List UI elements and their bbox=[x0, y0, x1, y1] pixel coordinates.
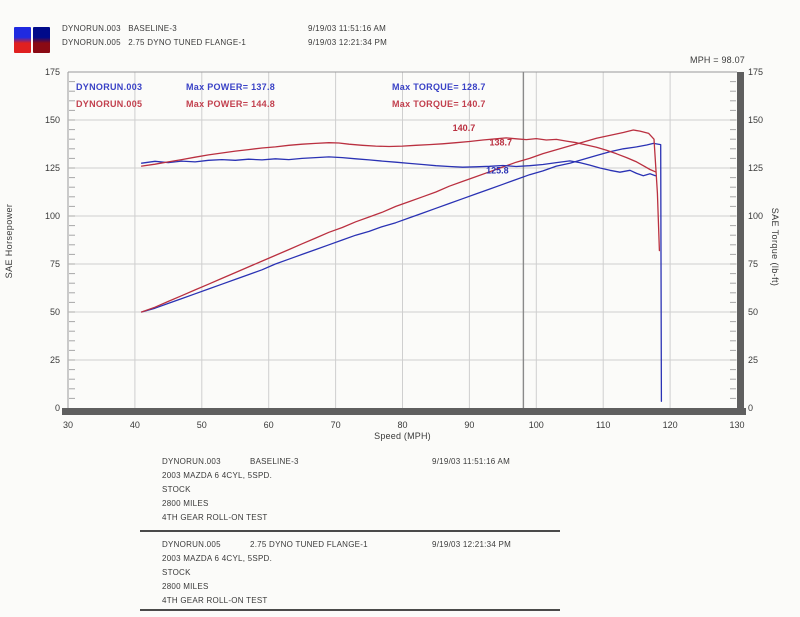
y-axis-tick-right: 125 bbox=[748, 163, 764, 173]
curve-value-label: 125.8 bbox=[486, 165, 509, 175]
y-axis-tick-left: 150 bbox=[44, 115, 60, 125]
curve-value-label: 138.7 bbox=[489, 138, 512, 148]
legend-run1-desc: BASELINE-3 bbox=[128, 24, 177, 33]
run1-color-swatch[interactable] bbox=[14, 27, 31, 53]
cursor-mph-readout: MPH = 98.07 bbox=[690, 55, 745, 65]
legend-run2: DYNORUN.005 2.75 DYNO TUNED FLANGE-1 bbox=[62, 38, 246, 47]
y-axis-tick-right: 75 bbox=[748, 259, 759, 269]
right-axis-title: SAE Torque (lb-ft) bbox=[770, 207, 780, 287]
annotation-run2-name: DYNORUN.005 bbox=[76, 99, 143, 109]
x-axis-tick: 70 bbox=[330, 420, 341, 430]
x-axis-tick: 60 bbox=[263, 420, 274, 430]
curve-2 bbox=[140, 156, 657, 177]
footer-run1-desc: BASELINE-3 bbox=[250, 457, 299, 466]
x-axis-title: Speed (MPH) bbox=[374, 431, 431, 441]
x-axis-tick: 120 bbox=[662, 420, 678, 430]
footer-run2-desc: 2.75 DYNO TUNED FLANGE-1 bbox=[250, 540, 368, 549]
left-axis-title: SAE Horsepower bbox=[4, 203, 14, 279]
y-axis-tick-right: 50 bbox=[748, 307, 759, 317]
y-axis-tick-right: 100 bbox=[748, 211, 764, 221]
curve-0 bbox=[140, 142, 663, 402]
y-axis-tick-left: 125 bbox=[44, 163, 60, 173]
footer-run2-mileage: 2800 MILES bbox=[162, 582, 209, 591]
footer-run2-name: DYNORUN.005 bbox=[162, 540, 221, 549]
y-axis-tick-right: 175 bbox=[748, 67, 764, 77]
x-axis-tick: 30 bbox=[62, 420, 73, 430]
footer-run2-vehicle: 2003 MAZDA 6 4CYL, 5SPD. bbox=[162, 554, 273, 563]
y-axis-tick-right: 0 bbox=[748, 403, 754, 413]
x-axis-tick: 90 bbox=[464, 420, 475, 430]
y-axis-tick-right: 150 bbox=[748, 115, 764, 125]
annotation-run2-max-torque: Max TORQUE= 140.7 bbox=[392, 99, 486, 109]
x-axis-tick: 50 bbox=[196, 420, 207, 430]
annotation-run1-name: DYNORUN.003 bbox=[76, 82, 143, 92]
legend-run1: DYNORUN.003 BASELINE-3 bbox=[62, 24, 177, 33]
footer-run1-test-type: 4TH GEAR ROLL-ON TEST bbox=[162, 513, 268, 522]
y-axis-tick-left: 0 bbox=[54, 403, 60, 413]
annotation-run2-max-power: Max POWER= 144.8 bbox=[186, 99, 276, 109]
y-axis-tick-left: 25 bbox=[49, 355, 60, 365]
legend-run2-timestamp: 9/19/03 12:21:34 PM bbox=[308, 38, 388, 47]
curve-value-label: 140.7 bbox=[453, 123, 476, 133]
annotation-run1-max-power: Max POWER= 137.8 bbox=[186, 82, 276, 92]
legend-run1-name: DYNORUN.003 bbox=[62, 24, 121, 33]
footer-run1-name: DYNORUN.003 bbox=[162, 457, 221, 466]
x-axis-bar bbox=[62, 408, 746, 415]
footer-separator-1 bbox=[140, 530, 560, 532]
footer-run1-vehicle: 2003 MAZDA 6 4CYL, 5SPD. bbox=[162, 471, 273, 480]
footer-run1-mileage: 2800 MILES bbox=[162, 499, 209, 508]
footer-run1-timestamp: 9/19/03 11:51:16 AM bbox=[432, 457, 510, 466]
x-axis-tick: 130 bbox=[729, 420, 745, 430]
legend-run2-desc: 2.75 DYNO TUNED FLANGE-1 bbox=[128, 38, 247, 47]
footer-run1-mods: STOCK bbox=[162, 485, 191, 494]
curve-1 bbox=[140, 129, 661, 313]
footer-separator-2 bbox=[140, 609, 560, 611]
annotation-run1-max-torque: Max TORQUE= 128.7 bbox=[392, 82, 486, 92]
legend-run2-name: DYNORUN.005 bbox=[62, 38, 121, 47]
y-axis-tick-right: 25 bbox=[748, 355, 759, 365]
y-axis-tick-left: 175 bbox=[44, 67, 60, 77]
right-axis-bar bbox=[737, 72, 744, 415]
footer-run2-mods: STOCK bbox=[162, 568, 191, 577]
y-axis-tick-left: 100 bbox=[44, 211, 60, 221]
x-axis-tick: 40 bbox=[129, 420, 140, 430]
y-axis-tick-left: 75 bbox=[49, 259, 60, 269]
run2-color-swatch[interactable] bbox=[33, 27, 50, 53]
legend-run1-timestamp: 9/19/03 11:51:16 AM bbox=[308, 24, 386, 33]
x-axis-tick: 110 bbox=[596, 420, 611, 430]
footer-run2-test-type: 4TH GEAR ROLL-ON TEST bbox=[162, 596, 268, 605]
footer-run2-timestamp: 9/19/03 12:21:34 PM bbox=[432, 540, 512, 549]
curve-3 bbox=[140, 137, 657, 173]
x-axis-tick: 80 bbox=[397, 420, 408, 430]
y-axis-tick-left: 50 bbox=[49, 307, 60, 317]
x-axis-tick: 100 bbox=[528, 420, 544, 430]
